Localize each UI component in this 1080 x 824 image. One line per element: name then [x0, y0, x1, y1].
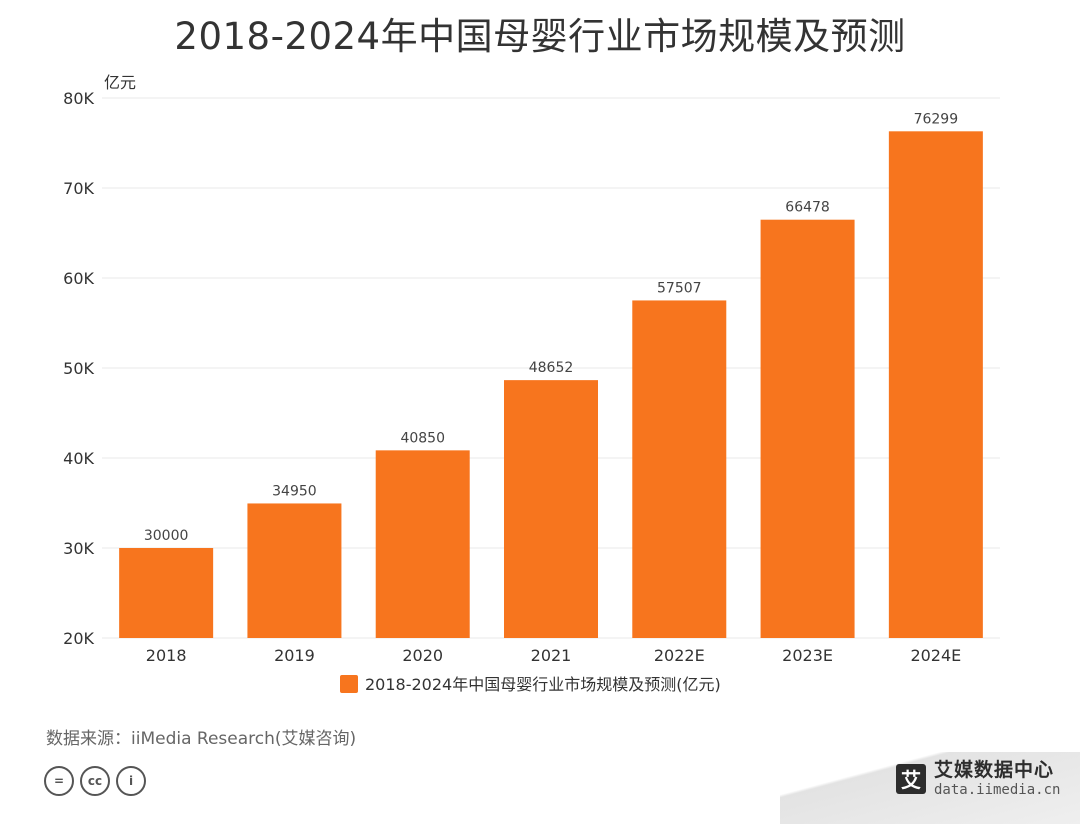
source-text: 数据来源：iiMedia Research(艾媒咨询) [46, 729, 357, 749]
y-tick-label: 80K [63, 89, 94, 108]
chart-title: 2018-2024年中国母婴行业市场规模及预测 [174, 15, 906, 58]
bar-2022E [632, 300, 727, 638]
equals-icon: = [44, 766, 74, 796]
y-axis-unit-label: 亿元 [104, 73, 136, 92]
bar-2020 [375, 450, 470, 638]
x-tick-label: 2021 [531, 646, 572, 665]
person-icon: i [116, 766, 146, 796]
legend-label: 2018-2024年中国母婴行业市场规模及预测(亿元) [365, 675, 721, 694]
bar-2019 [247, 503, 342, 638]
data-label: 66478 [785, 200, 830, 216]
brand-background [780, 752, 1080, 824]
x-tick-label: 2022E [654, 646, 705, 665]
legend-swatch [340, 675, 358, 693]
brand-logo-icon: 艾 [896, 763, 926, 794]
y-tick-label: 50K [63, 359, 94, 378]
license-icons: = cc i [44, 766, 146, 796]
brand-url: data.iimedia.cn [934, 781, 1061, 798]
data-label: 30000 [144, 528, 189, 544]
x-tick-label: 2024E [910, 646, 961, 665]
x-tick-label: 2018 [146, 646, 187, 665]
x-tick-label: 2019 [274, 646, 315, 665]
bar-2021 [504, 380, 598, 638]
bar-2023E [760, 219, 855, 638]
cc-icon: cc [80, 766, 110, 796]
y-tick-label: 60K [63, 269, 94, 288]
bar-chart: 亿元 20K 30K 40K 50K 60K 70K 80K 30000 2018 34950 201… [63, 73, 1000, 694]
bar-2018 [119, 548, 214, 638]
brand-text: 艾媒数据中心 data.iimedia.cn [934, 759, 1061, 798]
bar-2024E [888, 131, 983, 638]
y-tick-label: 20K [63, 629, 94, 648]
data-label: 57507 [657, 280, 702, 296]
y-tick-label: 30K [63, 539, 94, 558]
y-tick-label: 40K [63, 449, 94, 468]
data-label: 34950 [272, 483, 317, 499]
x-tick-label: 2023E [782, 646, 833, 665]
x-tick-label: 2020 [402, 646, 443, 665]
data-label: 48652 [529, 360, 574, 376]
brand-name: 艾媒数据中心 [934, 759, 1055, 781]
data-label: 40850 [400, 430, 445, 446]
y-tick-label: 70K [63, 179, 94, 198]
data-label: 76299 [914, 111, 959, 127]
brand-watermark: 艾 艾媒数据中心 data.iimedia.cn [896, 759, 1061, 798]
